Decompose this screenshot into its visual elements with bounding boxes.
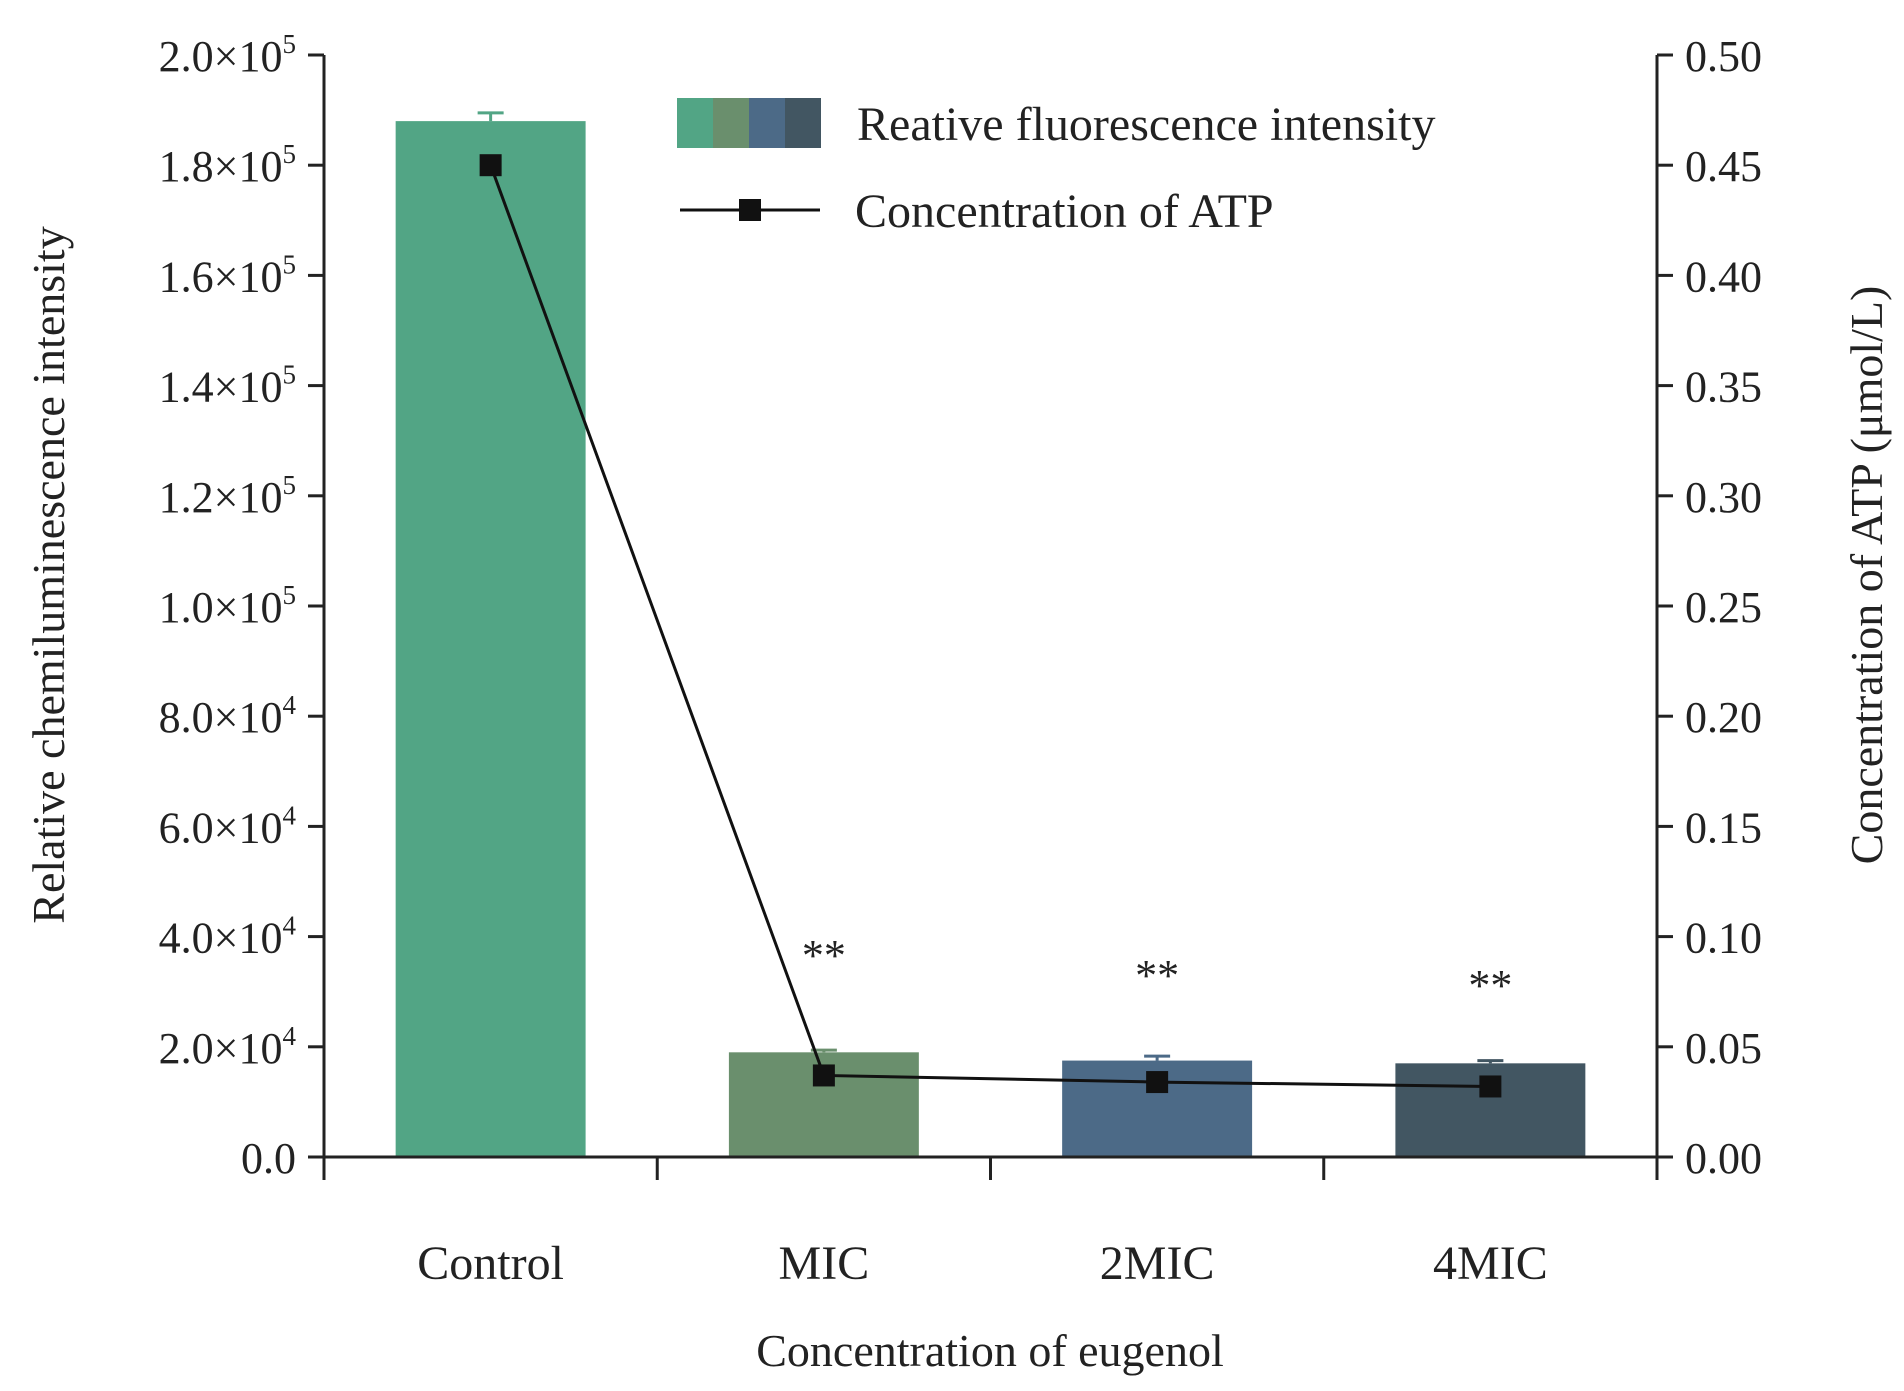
- y-tick-label: 2.0×104: [159, 1021, 297, 1073]
- legend-swatch-segment: [749, 98, 785, 148]
- bar-Control: [395, 121, 586, 1158]
- legend-bar-label: Reative fluorescence intensity: [857, 98, 1435, 151]
- y2-tick-label: 0.00: [1685, 1134, 1762, 1183]
- legend-swatch-segment: [713, 98, 749, 148]
- y2-tick-label: 0.05: [1685, 1024, 1762, 1073]
- y-tick-label: 1.8×105: [159, 139, 296, 191]
- y2-tick-label: 0.50: [1685, 32, 1762, 81]
- y-tick-label: 6.0×104: [159, 800, 297, 852]
- atp-point-MIC: [812, 1064, 835, 1087]
- atp-line: [489, 164, 1491, 1088]
- y-tick-label: 0.0: [241, 1134, 296, 1183]
- y2-tick-label: 0.35: [1685, 363, 1762, 412]
- left-y-ticks: 0.0 2.0×104 4.0×104 6.0×104 8.0×104 1.0×105 1.…: [159, 29, 324, 1183]
- error-bars-layer: [477, 111, 1504, 1064]
- y-tick-label: 1.4×105: [159, 360, 296, 412]
- y2-tick-label: 0.40: [1685, 252, 1762, 301]
- x-ticks: Control MIC 2MIC 4MIC: [322, 1157, 1659, 1290]
- y2-axis-label: Concentration of ATP (μmol/L): [1841, 286, 1892, 865]
- y2-tick-label: 0.20: [1685, 693, 1762, 742]
- atp-point-Control: [479, 154, 502, 177]
- significance-mark: **: [802, 931, 846, 980]
- y-axis-label: Relative chemiluminescence intensity: [23, 226, 74, 923]
- atp-line-layer: [479, 154, 1502, 1098]
- y-tick-label: 4.0×104: [159, 911, 297, 963]
- y2-tick-label: 0.15: [1685, 803, 1762, 852]
- y-tick-label: 1.6×105: [159, 249, 296, 301]
- y-tick-label: 1.0×105: [159, 580, 296, 632]
- legend-line-marker: [739, 199, 761, 221]
- legend-swatch-segment: [677, 98, 713, 148]
- x-tick-label: 2MIC: [1100, 1237, 1215, 1290]
- right-y-ticks: 0.00 0.05 0.10 0.15 0.20 0.25 0.30 0.35 0.40 0.45…: [1657, 32, 1762, 1183]
- legend-swatch-segment: [785, 98, 821, 148]
- y2-tick-label: 0.10: [1685, 914, 1762, 963]
- y-tick-label: 2.0×105: [159, 29, 296, 81]
- x-tick-label: MIC: [779, 1237, 870, 1290]
- atp-point-2MIC: [1146, 1071, 1169, 1094]
- x-axis-label: Concentration of eugenol: [756, 1325, 1224, 1376]
- atp-point-4MIC: [1479, 1075, 1502, 1098]
- legend-line-label: Concentration of ATP: [855, 185, 1274, 238]
- legend: Reative fluorescence intensity Concentra…: [677, 98, 1435, 238]
- x-tick-label: Control: [417, 1237, 564, 1290]
- legend-bar-swatch: [677, 98, 821, 148]
- y-tick-label: 8.0×104: [159, 690, 297, 742]
- y2-tick-label: 0.45: [1685, 142, 1762, 191]
- y-tick-label: 1.2×105: [159, 470, 296, 522]
- significance-mark: **: [1468, 961, 1512, 1010]
- significance-mark: **: [1135, 951, 1179, 1000]
- bars-layer: [395, 121, 1586, 1158]
- significance-annotations: ** ** **: [802, 931, 1513, 1010]
- y2-tick-label: 0.30: [1685, 473, 1762, 522]
- y2-tick-label: 0.25: [1685, 583, 1762, 632]
- x-tick-label: 4MIC: [1433, 1237, 1548, 1290]
